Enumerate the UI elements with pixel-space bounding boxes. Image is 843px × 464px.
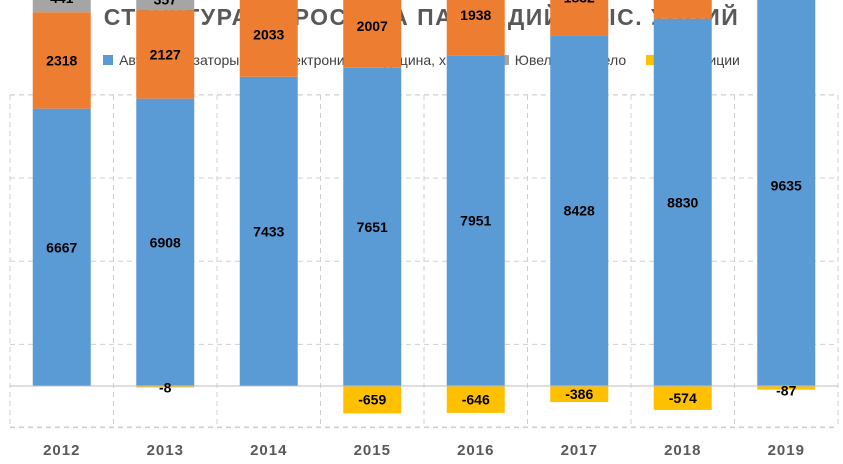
- data-label: -8: [159, 379, 172, 395]
- bar-segment: [343, 386, 402, 414]
- data-label: 441: [50, 0, 74, 6]
- x-tick-label: 2019: [768, 442, 805, 459]
- bar-segment: [136, 0, 195, 11]
- bar-segment: [550, 386, 609, 403]
- data-label: 9635: [771, 178, 802, 194]
- bar-segment: [446, 0, 505, 56]
- data-label: 6667: [46, 239, 77, 255]
- data-label: -646: [462, 391, 490, 407]
- legend-swatch: [103, 55, 114, 65]
- data-label: 1938: [460, 7, 491, 23]
- bar-segment: [757, 386, 816, 390]
- data-label: 1832: [564, 0, 595, 5]
- data-label: 7433: [253, 223, 284, 239]
- data-label: -574: [669, 390, 697, 406]
- data-label: -87: [776, 383, 796, 399]
- data-label: 2318: [46, 52, 77, 68]
- data-label: 2127: [150, 46, 181, 62]
- data-label: 8830: [667, 194, 698, 210]
- chart-title: СТРУКТУРА СПРОСА НА ПАЛЛАДИЙ, ТЫС. УНЦИЙ: [103, 4, 740, 30]
- data-label: 7951: [460, 213, 491, 229]
- bar-segment: [136, 386, 195, 388]
- bar-segment: [136, 10, 195, 99]
- x-tick-label: 2014: [250, 442, 287, 459]
- x-tick-label: 2013: [147, 442, 184, 459]
- bar-segment: [32, 0, 91, 13]
- x-tick-label: 2012: [43, 442, 80, 459]
- x-tick-label: 2018: [664, 442, 701, 459]
- x-tick-label: 2016: [457, 442, 494, 459]
- data-label: 2033: [253, 27, 284, 43]
- bar-segment: [343, 67, 402, 387]
- legend-swatch: [646, 55, 657, 65]
- bar-segment: [136, 98, 195, 386]
- bar-segment: [446, 386, 505, 413]
- data-label: -659: [358, 392, 386, 408]
- bar-segment: [32, 12, 91, 109]
- bar-segment: [757, 0, 816, 387]
- bar-segment: [550, 35, 609, 386]
- bar-segment: [550, 0, 609, 36]
- data-label: 8428: [564, 203, 595, 219]
- bar-segment: [32, 108, 91, 386]
- bar-segment: [653, 0, 712, 19]
- bar-segment: [446, 55, 505, 386]
- bar-segment: [653, 386, 712, 410]
- bar-segment: [343, 0, 402, 68]
- data-label: 357: [154, 0, 178, 7]
- data-label: -386: [565, 386, 593, 402]
- bar-segment: [239, 0, 298, 77]
- data-label: 7651: [357, 219, 388, 235]
- bar-segment: [239, 76, 298, 386]
- bar-segment: [653, 18, 712, 387]
- x-tick-label: 2015: [354, 442, 391, 459]
- data-label: 2007: [357, 18, 388, 34]
- x-tick-label: 2017: [561, 442, 598, 459]
- data-label: 6908: [150, 234, 181, 250]
